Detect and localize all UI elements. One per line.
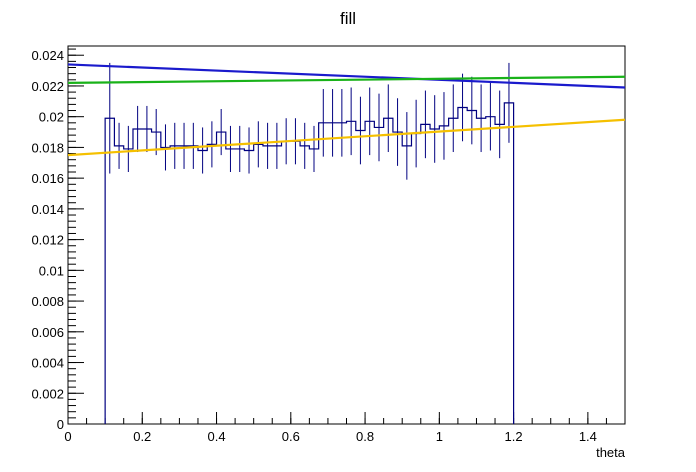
y-tick-label: 0.002 — [31, 386, 64, 401]
y-tick-label: 0.01 — [39, 263, 64, 278]
y-tick-label: 0.014 — [31, 202, 64, 217]
y-tick-label: 0.006 — [31, 325, 64, 340]
fit-curve — [67, 75, 626, 84]
histogram-outline — [104, 102, 515, 424]
y-tick-label: 0.016 — [31, 171, 64, 186]
y-tick-label: 0.02 — [39, 110, 64, 125]
y-axis: 0 0.002 0.004 0.006 0.008 0.01 0.012 0.014 0.016… — [31, 48, 84, 432]
fit-curve — [67, 118, 626, 157]
x-tick-label: 1.2 — [505, 429, 523, 444]
x-tick-label: 0.4 — [207, 429, 225, 444]
x-axis: 0 0.2 0.4 0.6 0.8 1 1.2 1.4 — [64, 412, 626, 444]
x-axis-label: theta — [596, 445, 626, 460]
x-tick-label: 0.2 — [133, 429, 151, 444]
x-tick-label: 0.8 — [356, 429, 374, 444]
y-tick-label: 0.024 — [31, 48, 64, 63]
y-tick-label: 0.012 — [31, 233, 64, 248]
x-tick-label: 1 — [436, 429, 443, 444]
x-tick-label: 0 — [64, 429, 71, 444]
y-tick-label: 0 — [57, 417, 64, 432]
y-tick-label: 0.022 — [31, 79, 64, 94]
y-tick-label: 0.018 — [31, 140, 64, 155]
x-tick-label: 0.6 — [282, 429, 300, 444]
fit-curves-layer — [67, 63, 626, 157]
y-tick-label: 0.004 — [31, 356, 64, 371]
y-tick-label: 0.008 — [31, 294, 64, 309]
plot-frame — [67, 45, 626, 425]
histogram-layer — [104, 62, 515, 424]
x-tick-label: 1.4 — [579, 429, 597, 444]
fit-curve — [67, 63, 626, 89]
chart-title: fill — [340, 9, 356, 28]
